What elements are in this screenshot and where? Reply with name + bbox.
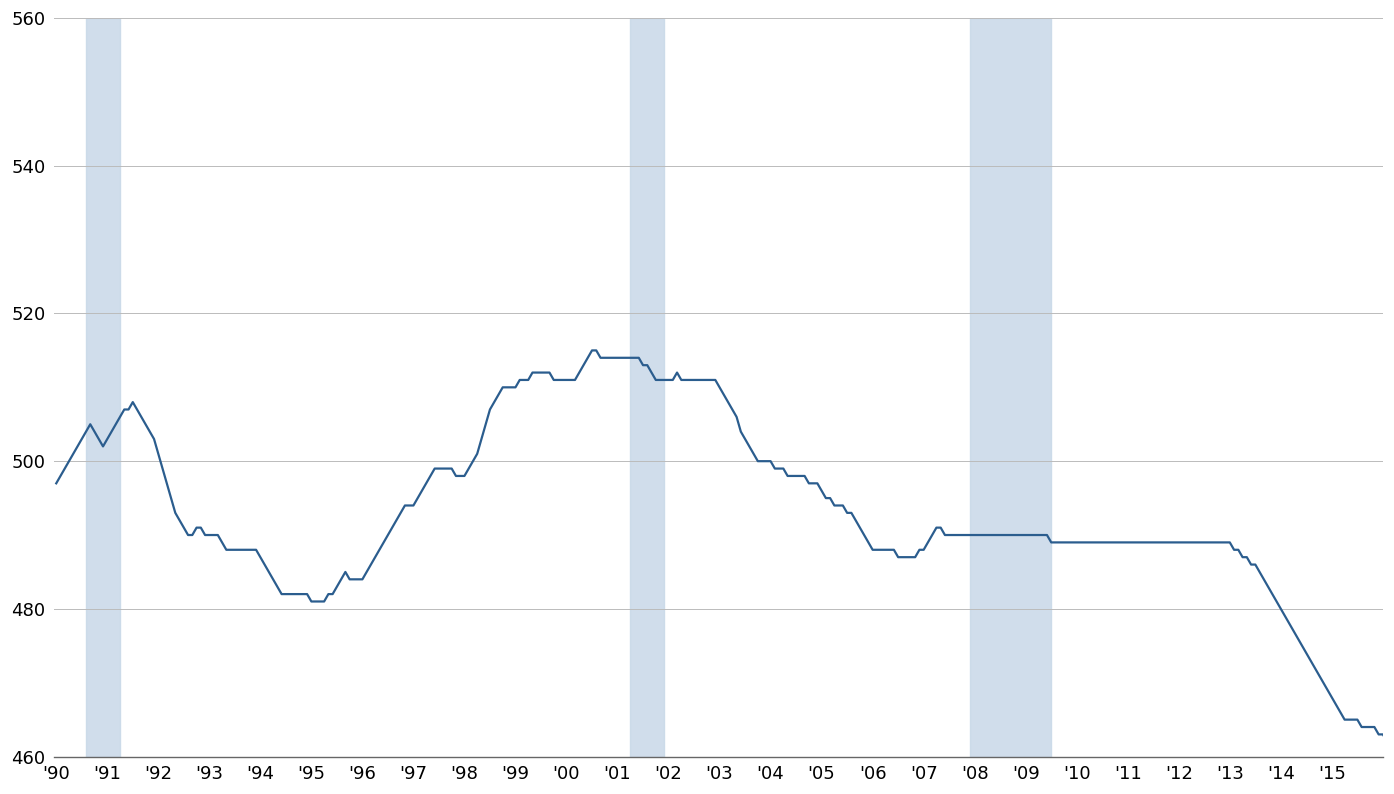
- Bar: [630, 18, 665, 757]
- Bar: [86, 18, 120, 757]
- Bar: [970, 18, 1051, 757]
